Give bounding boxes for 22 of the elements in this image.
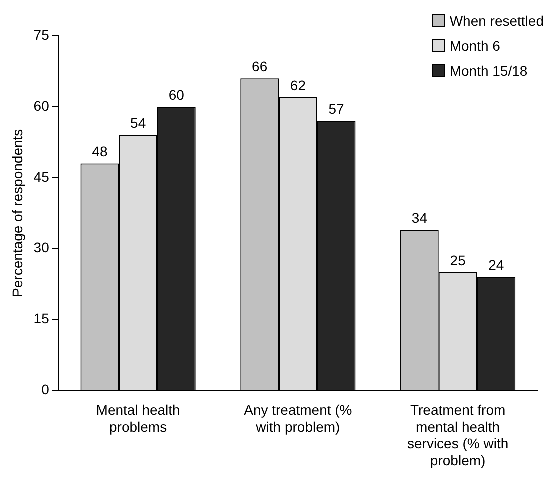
legend-label: Month 6 <box>450 38 500 54</box>
data-label: 25 <box>450 252 466 268</box>
data-label: 60 <box>168 86 185 103</box>
data-label: 62 <box>290 77 306 94</box>
y-tick-label: 45 <box>34 168 50 185</box>
data-label: 66 <box>252 58 268 74</box>
x-tick-label: Mental health problems <box>96 402 180 435</box>
data-label: 57 <box>328 101 345 118</box>
data-label: 24 <box>488 257 504 274</box>
y-tick-label: 15 <box>34 310 50 327</box>
legend-label: When resettled <box>450 12 544 28</box>
data-label: 48 <box>92 144 108 160</box>
data-label: 34 <box>412 210 428 226</box>
y-tick-label: 75 <box>34 26 50 43</box>
data-label: 54 <box>130 115 146 132</box>
legend-label: Month 15/18 <box>450 62 528 78</box>
x-tick-label: Treatment from mental health services (% with problem) <box>407 402 509 468</box>
x-tick-label: Any treatment (% with problem) <box>244 402 352 435</box>
y-tick-label: 30 <box>34 240 50 256</box>
y-tick-label: 60 <box>34 98 50 114</box>
y-axis-title: Percentage of respondents <box>9 129 26 298</box>
y-tick-label: 0 <box>42 382 50 398</box>
